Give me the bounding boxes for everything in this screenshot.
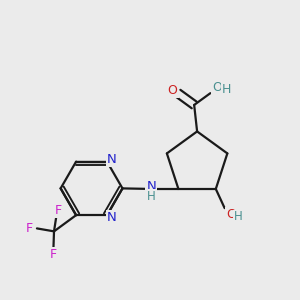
Text: F: F <box>26 222 33 235</box>
Text: F: F <box>54 204 61 217</box>
Text: N: N <box>107 153 117 166</box>
Text: F: F <box>50 248 57 261</box>
Text: N: N <box>146 180 156 193</box>
Text: H: H <box>222 83 231 96</box>
Text: O: O <box>226 208 236 221</box>
Text: N: N <box>107 211 117 224</box>
Text: O: O <box>168 84 178 97</box>
Text: O: O <box>212 81 222 94</box>
Text: H: H <box>233 210 242 224</box>
Text: H: H <box>147 190 156 202</box>
